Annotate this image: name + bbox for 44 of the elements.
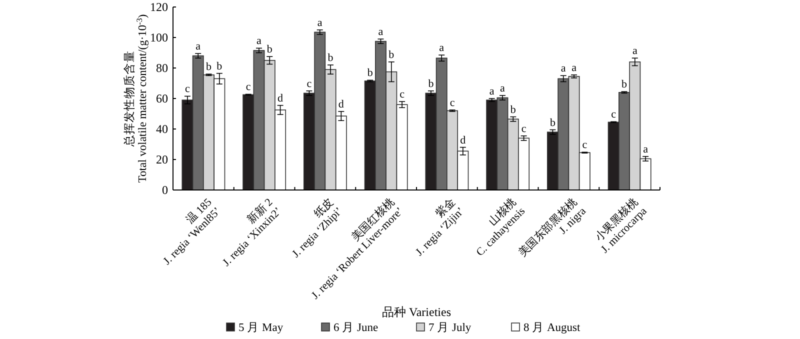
data-label: a [500, 82, 506, 94]
data-label: a [632, 45, 638, 58]
data-label: b [510, 104, 516, 116]
data-label: c [306, 78, 312, 90]
x-axis-title: 品种 Varieties [382, 305, 452, 319]
data-label: b [367, 67, 374, 80]
y-tick-label: 40 [156, 122, 168, 136]
y-tick-label: 120 [150, 0, 168, 14]
data-label: b [428, 78, 434, 90]
legend-label: 7 月 July [428, 321, 472, 334]
data-label: b [550, 116, 556, 129]
data-label: b [206, 61, 212, 74]
data-label: a [572, 62, 577, 74]
data-label: a [196, 40, 201, 53]
legend-label: 5 月 May [238, 321, 284, 334]
data-label: c [521, 122, 526, 135]
data-label: a [439, 42, 444, 54]
data-label: d [278, 92, 284, 104]
legend-label: 6 月 June [334, 321, 378, 334]
data-label: c [185, 83, 190, 96]
y-tick-label: 80 [156, 61, 168, 76]
data-label: b [216, 60, 223, 72]
data-label: c [400, 88, 405, 101]
data-label: b [266, 44, 273, 56]
data-label: a [256, 35, 262, 48]
data-label: a [489, 86, 494, 98]
data-label: a [317, 16, 322, 29]
data-label: d [338, 98, 344, 110]
y-tick-label: 20 [156, 152, 168, 167]
data-label: d [460, 134, 466, 146]
data-label: c [611, 108, 616, 121]
y-tick-label: 0 [162, 183, 168, 198]
data-label: c [582, 139, 588, 152]
data-label: b [328, 52, 334, 64]
data-label: c [246, 81, 251, 94]
y-tick-label: 100 [150, 30, 168, 45]
data-label: a [378, 26, 384, 38]
y-tick-label: 60 [156, 92, 168, 106]
legend-label: 8 月 August [524, 321, 582, 334]
data-label: a [643, 143, 648, 156]
data-label: b [621, 78, 628, 91]
data-label: a [560, 62, 566, 75]
data-label: b [388, 48, 395, 61]
data-label: c [450, 96, 455, 109]
